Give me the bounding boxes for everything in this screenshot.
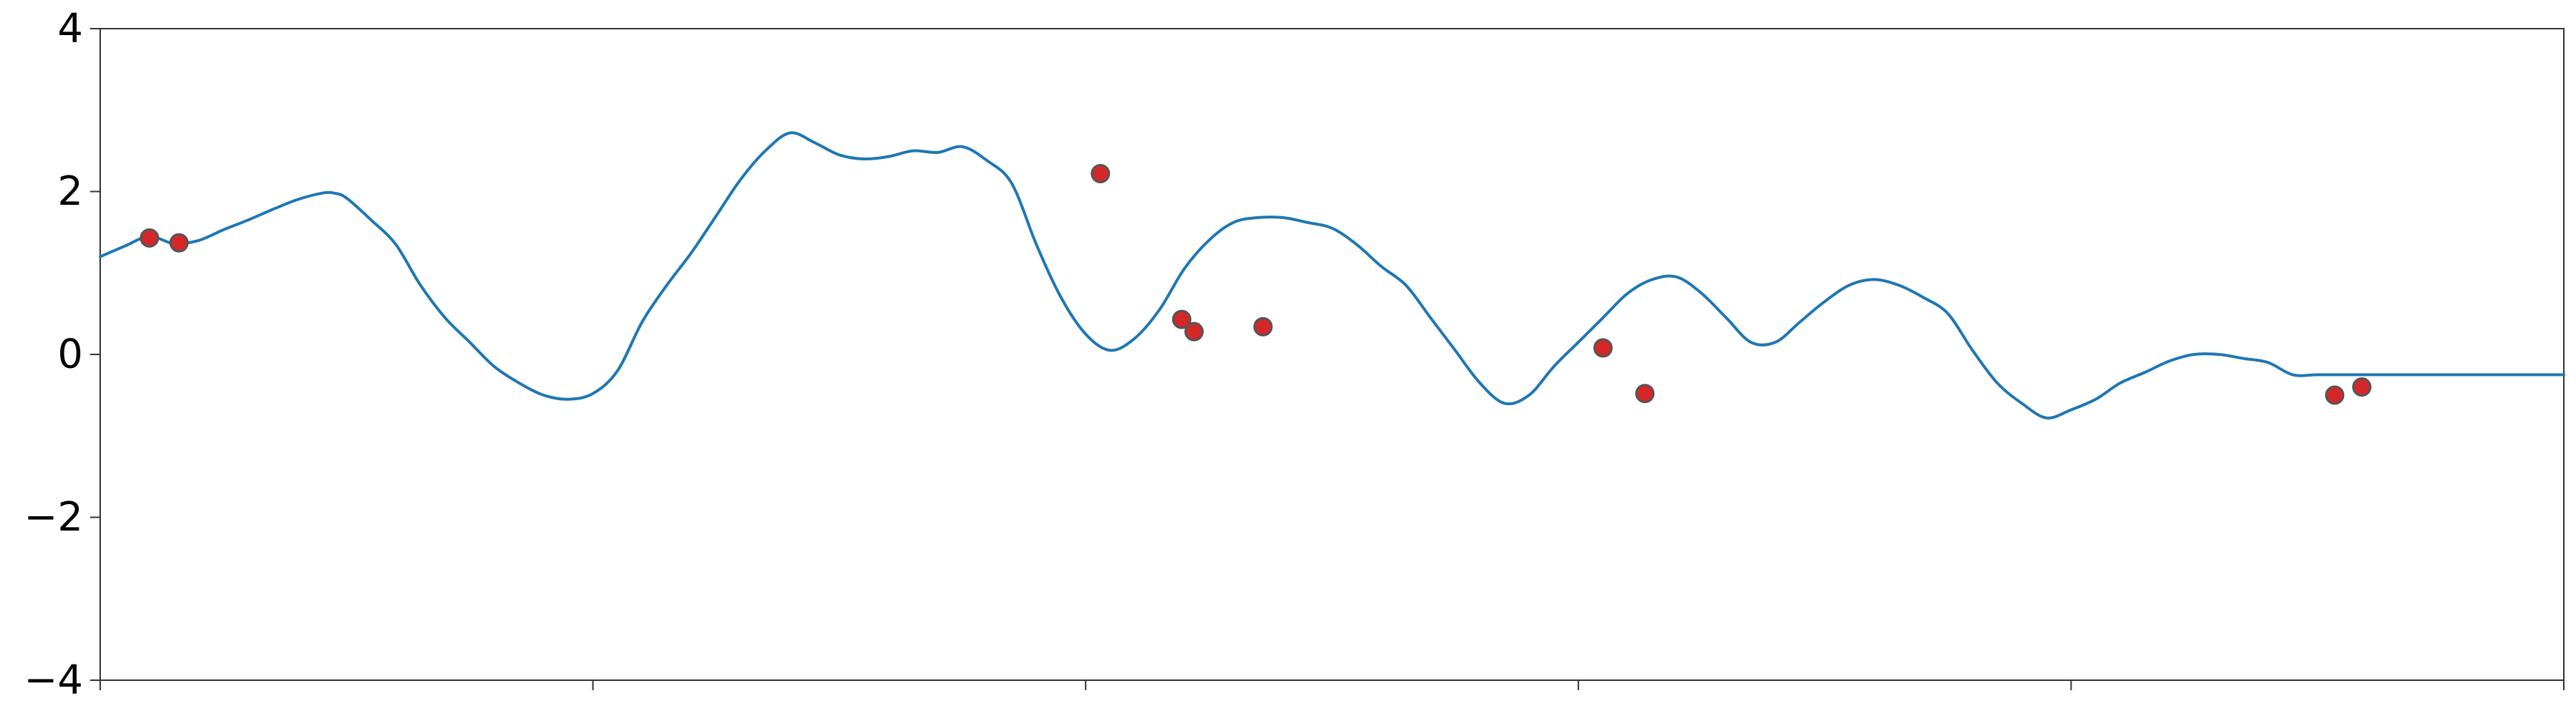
y-tick-label: 0 [57, 332, 83, 378]
scatter-point [2325, 385, 2345, 405]
scatter-point [1635, 384, 1655, 404]
marker-layer [140, 163, 2372, 405]
series-layer [99, 131, 2565, 420]
scatter-point [1253, 316, 1273, 337]
y-tick-label: 4 [57, 6, 83, 52]
y-tick-label: −4 [24, 657, 83, 704]
x-axis [99, 680, 2565, 690]
scatter-point [169, 233, 189, 253]
scatter-point [1171, 309, 1191, 329]
y-axis: 4 2 0 −2 −4 [24, 6, 100, 704]
y-tick-label: 2 [57, 168, 83, 215]
scatter-point [2352, 377, 2372, 397]
scatter-point [1184, 321, 1204, 342]
series-line [99, 131, 2565, 420]
scatter-point [1593, 338, 1613, 358]
scatter-point [140, 228, 160, 248]
scatter-point [1091, 163, 1111, 183]
y-tick-label: −2 [24, 494, 83, 541]
